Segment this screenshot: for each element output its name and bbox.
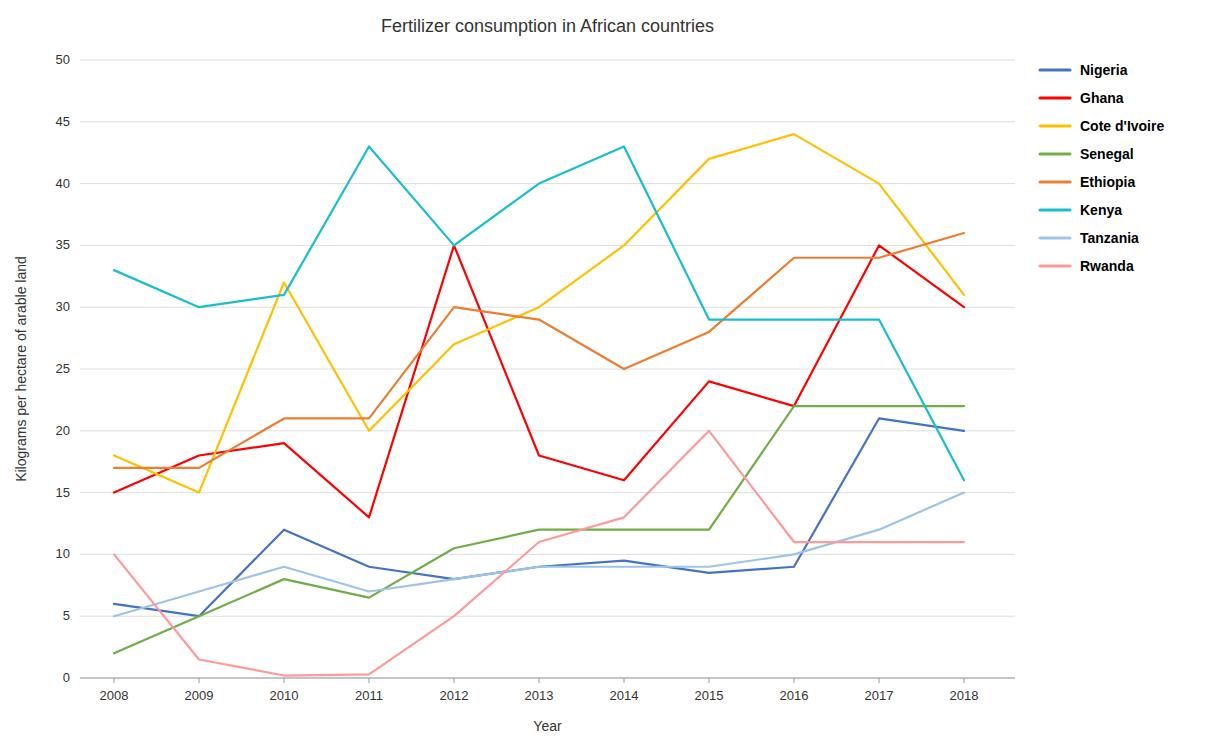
series-line bbox=[114, 245, 964, 517]
x-tick bbox=[794, 678, 795, 683]
x-tick-label: 2011 bbox=[355, 688, 383, 703]
grid-line bbox=[80, 60, 1015, 61]
legend-label: Cote d'Ivoire bbox=[1080, 118, 1164, 134]
legend-swatch bbox=[1040, 153, 1070, 156]
x-tick-label: 2009 bbox=[185, 688, 214, 703]
legend-swatch bbox=[1040, 265, 1070, 268]
grid-line bbox=[80, 430, 1015, 431]
x-tick-label: 2012 bbox=[440, 688, 469, 703]
legend-swatch bbox=[1040, 125, 1070, 128]
y-tick-label: 40 bbox=[56, 176, 70, 191]
series-line bbox=[114, 134, 964, 492]
legend: Nigeria Ghana Cote d'Ivoire Senegal Ethiopia… bbox=[1040, 62, 1164, 274]
page: {"chart_data": { "type": "line", "title"… bbox=[0, 0, 1230, 753]
x-tick-label: 2010 bbox=[270, 688, 299, 703]
x-tick-label: 2013 bbox=[525, 688, 554, 703]
legend-label: Kenya bbox=[1080, 202, 1122, 218]
x-tick-label: 2016 bbox=[780, 688, 809, 703]
legend-swatch bbox=[1040, 97, 1070, 100]
legend-swatch bbox=[1040, 69, 1070, 72]
series-line bbox=[114, 233, 964, 468]
y-tick-label: 10 bbox=[56, 546, 70, 561]
x-tick bbox=[879, 678, 880, 683]
chart: 0 5 10 15 20 25 30 35 40 45 50 2008 2009 2010 2011 2012… bbox=[0, 0, 1230, 753]
grid-line bbox=[80, 678, 1015, 679]
y-axis-label: Kilograms per hectare of arable land bbox=[13, 256, 29, 482]
x-tick-label: 2017 bbox=[865, 688, 894, 703]
x-tick-label: 2018 bbox=[950, 688, 979, 703]
x-tick bbox=[624, 678, 625, 683]
x-tick bbox=[369, 678, 370, 683]
x-tick-label: 2015 bbox=[695, 688, 724, 703]
legend-label: Tanzania bbox=[1080, 230, 1139, 246]
legend-swatch bbox=[1040, 237, 1070, 240]
grid bbox=[80, 60, 1015, 678]
series-line bbox=[114, 493, 964, 617]
grid-line bbox=[80, 369, 1015, 370]
y-tick-label: 30 bbox=[56, 299, 70, 314]
x-tick bbox=[199, 678, 200, 683]
x-tick bbox=[964, 678, 965, 683]
y-tick-label: 20 bbox=[56, 423, 70, 438]
y-tick-label: 45 bbox=[56, 114, 70, 129]
x-tick bbox=[539, 678, 540, 683]
x-axis-label: Year bbox=[533, 718, 562, 734]
legend-swatch bbox=[1040, 209, 1070, 212]
legend-label: Ghana bbox=[1080, 90, 1124, 106]
legend-swatch bbox=[1040, 181, 1070, 184]
series-line bbox=[114, 431, 964, 676]
chart-title: Fertilizer consumption in African countr… bbox=[381, 16, 714, 36]
grid-line bbox=[80, 492, 1015, 493]
y-tick-label: 0 bbox=[63, 670, 70, 685]
x-tick bbox=[454, 678, 455, 683]
x-tick bbox=[114, 678, 115, 683]
legend-label: Senegal bbox=[1080, 146, 1134, 162]
x-tick bbox=[709, 678, 710, 683]
y-tick-label: 35 bbox=[56, 237, 70, 252]
series-line bbox=[114, 418, 964, 616]
legend-label: Nigeria bbox=[1080, 62, 1128, 78]
y-tick-label: 25 bbox=[56, 361, 70, 376]
x-tick-label: 2014 bbox=[610, 688, 639, 703]
x-tick bbox=[284, 678, 285, 683]
grid-line bbox=[80, 554, 1015, 555]
series-lines bbox=[114, 134, 964, 675]
grid-line bbox=[80, 121, 1015, 122]
grid-line bbox=[80, 245, 1015, 246]
y-tick-label: 50 bbox=[56, 52, 70, 67]
x-tick-label: 2008 bbox=[100, 688, 129, 703]
series-line bbox=[114, 147, 964, 481]
legend-label: Rwanda bbox=[1080, 258, 1134, 274]
y-tick-label: 5 bbox=[63, 608, 70, 623]
x-axis-line bbox=[80, 678, 1015, 679]
grid-line bbox=[80, 616, 1015, 617]
grid-line bbox=[80, 183, 1015, 184]
legend-label: Ethiopia bbox=[1080, 174, 1135, 190]
y-tick-label: 15 bbox=[56, 485, 70, 500]
grid-line bbox=[80, 307, 1015, 308]
